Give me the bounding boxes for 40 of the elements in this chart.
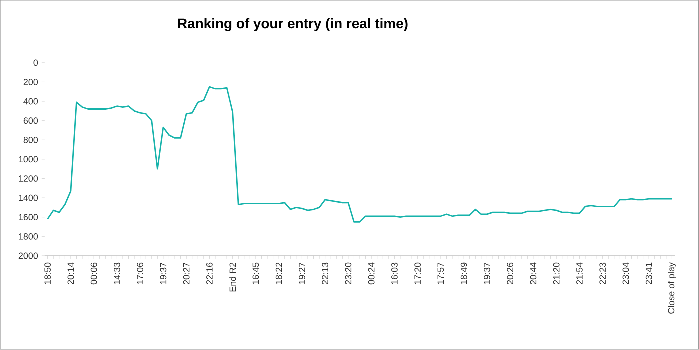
x-tick-label: 20:14 bbox=[68, 262, 74, 285]
x-tick-label: 16:03 bbox=[392, 262, 398, 284]
x-tick-label: 21:54 bbox=[576, 262, 583, 285]
x-tick-label: 18:22 bbox=[276, 262, 282, 284]
x-tick-label: 22:23 bbox=[600, 262, 606, 285]
x-tick-label: 14:33 bbox=[114, 262, 120, 284]
y-tick-label: 400 bbox=[24, 98, 38, 105]
y-tick-label: 0 bbox=[34, 60, 38, 66]
x-tick-label: 00:24 bbox=[368, 262, 375, 285]
y-tick-label: 600 bbox=[24, 118, 38, 124]
y-tick-label: 1600 bbox=[19, 214, 38, 221]
x-tick-label: 23:20 bbox=[345, 262, 352, 285]
x-tick-label: 18:50 bbox=[44, 262, 51, 284]
y-tick-label: 200 bbox=[24, 79, 38, 86]
x-tick-label: 19:27 bbox=[299, 262, 306, 284]
y-tick-label: 1800 bbox=[19, 234, 38, 240]
x-tick-label: 20:27 bbox=[183, 262, 190, 285]
y-tick-label: 2000 bbox=[18, 252, 38, 260]
y-tick-label: 1000 bbox=[19, 156, 38, 163]
y-tick-label: 1400 bbox=[19, 194, 38, 202]
x-tick-label: 18:49 bbox=[460, 262, 468, 284]
x-tick-label: 23:04 bbox=[622, 262, 630, 285]
x-tick-label: 17:20 bbox=[414, 262, 422, 284]
x-tick-label: 17:06 bbox=[137, 262, 144, 284]
x-tick-label: 21:20 bbox=[553, 262, 560, 285]
x-tick-label: 20:26 bbox=[507, 262, 514, 285]
x-tick-label: 23:41 bbox=[646, 262, 652, 285]
x-tick-label: 16:45 bbox=[252, 262, 260, 284]
x-tick-label: 22:13 bbox=[322, 262, 329, 285]
x-tick-label: 00:06 bbox=[90, 262, 98, 285]
y-tick-label: 800 bbox=[24, 137, 38, 144]
x-tick-label: End R2 bbox=[230, 263, 236, 292]
chart-title: Ranking of your entry (in real time) bbox=[178, 18, 408, 32]
x-tick-label: 20:44 bbox=[530, 262, 537, 285]
x-tick-label: Close of play bbox=[668, 262, 676, 314]
x-tick-label: 22:16 bbox=[206, 262, 213, 285]
x-tick-label: 17:57 bbox=[438, 262, 444, 284]
x-tick-label: 19:37 bbox=[484, 262, 490, 284]
x-tick-label: 19:37 bbox=[160, 262, 167, 284]
y-tick-label: 1200 bbox=[19, 176, 38, 182]
